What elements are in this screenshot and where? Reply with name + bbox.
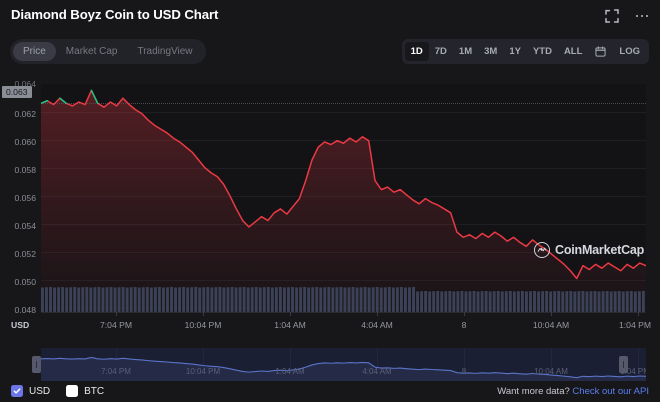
x-tick-6: 1:04 PM <box>618 320 652 330</box>
chart-type-tabs: Price Market Cap TradingView <box>10 39 206 64</box>
nav-tick-2: 1:04 AM <box>275 367 305 376</box>
fullscreen-expand-icon[interactable] <box>604 8 620 24</box>
btc-checkbox[interactable] <box>66 385 79 397</box>
y-tick-0050: 0.050 <box>14 277 36 287</box>
range-3m[interactable]: 3M <box>484 46 498 57</box>
api-note: Want more data? Check out our API <box>497 386 649 397</box>
header-icon-group <box>604 8 650 24</box>
api-link[interactable]: Check out our API <box>572 386 649 397</box>
gridline <box>41 140 646 141</box>
volume-bars <box>41 287 645 312</box>
navigator-right-handle[interactable] <box>619 356 628 373</box>
navigator-left-handle[interactable] <box>32 356 41 373</box>
x-tick-4: 8 <box>461 320 467 330</box>
y-tick-0052: 0.052 <box>14 249 36 259</box>
currency-legend: USD BTC <box>11 385 104 397</box>
y-tick-0064: 0.064 <box>14 79 36 89</box>
page-title: Diamond Boyz Coin to USD Chart <box>11 7 219 22</box>
currency-label: USD <box>11 320 30 330</box>
x-axis-baseline <box>41 312 646 313</box>
nav-tick-6: 1:04 PM <box>620 367 646 376</box>
y-tick-0062: 0.062 <box>14 109 36 119</box>
y-tick-0056: 0.056 <box>14 193 36 203</box>
range-ytd[interactable]: YTD <box>532 46 552 57</box>
nav-tick-4: 8 <box>461 367 467 376</box>
range-all[interactable]: ALL <box>563 46 583 57</box>
range-navigator[interactable]: 7:04 PM 10:04 PM 1:04 AM 4:04 AM 8 10:04… <box>41 348 646 381</box>
gridline <box>41 112 646 113</box>
nav-tick-3: 4:04 AM <box>362 367 392 376</box>
legend-item-btc[interactable]: BTC <box>66 385 104 397</box>
price-area-fill <box>41 90 646 312</box>
range-log[interactable]: LOG <box>619 46 640 57</box>
nav-tick-1: 10:04 PM <box>185 367 221 376</box>
tab-tradingview[interactable]: TradingView <box>137 46 193 57</box>
calendar-icon[interactable] <box>588 42 613 61</box>
y-tick-0054: 0.054 <box>14 221 36 231</box>
range-1m[interactable]: 1M <box>458 46 473 57</box>
range-1d[interactable]: 1D <box>404 42 429 61</box>
api-note-text: Want more data? <box>497 386 570 397</box>
x-tick-0: 7:04 PM <box>99 320 133 330</box>
x-tick-5: 10:04 AM <box>532 320 570 330</box>
tab-market-cap[interactable]: Market Cap <box>65 46 118 57</box>
more-options-icon[interactable] <box>634 8 650 24</box>
y-tick-0060: 0.060 <box>14 137 36 147</box>
x-tick-2: 1:04 AM <box>274 320 306 330</box>
navigator-series <box>41 348 646 381</box>
chart-footer: USD BTC Want more data? Check out our AP… <box>0 381 660 402</box>
y-axis: 0.064 0.062 0.060 0.058 0.056 0.054 0.05… <box>0 76 41 316</box>
nav-tick-0: 7:04 PM <box>101 367 131 376</box>
y-tick-0048: 0.048 <box>14 305 36 315</box>
time-range-selector: 1D 7D 1M 3M 1Y YTD ALL LOG <box>401 39 649 64</box>
x-axis: USD 7:04 PM 10:04 PM 1:04 AM 4:04 AM 8 1… <box>0 312 660 334</box>
btc-label: BTC <box>84 385 105 397</box>
current-price-tag: 0.063 <box>2 86 32 98</box>
price-line <box>41 84 646 312</box>
x-tick-3: 4:04 AM <box>361 320 393 330</box>
range-7d[interactable]: 7D <box>434 46 447 57</box>
tab-price[interactable]: Price <box>13 42 56 61</box>
reference-price-line <box>41 103 646 105</box>
legend-item-usd[interactable]: USD <box>11 385 50 397</box>
y-tick-0058: 0.058 <box>14 165 36 175</box>
nav-tick-5: 10:04 AM <box>534 367 568 376</box>
usd-checkbox[interactable] <box>11 385 23 397</box>
range-1y[interactable]: 1Y <box>509 46 521 57</box>
x-tick-1: 10:04 PM <box>184 320 222 330</box>
price-chart-plot[interactable]: CoinMarketCap <box>41 84 646 312</box>
chart-header: Diamond Boyz Coin to USD Chart <box>0 0 660 32</box>
usd-label: USD <box>29 385 51 397</box>
